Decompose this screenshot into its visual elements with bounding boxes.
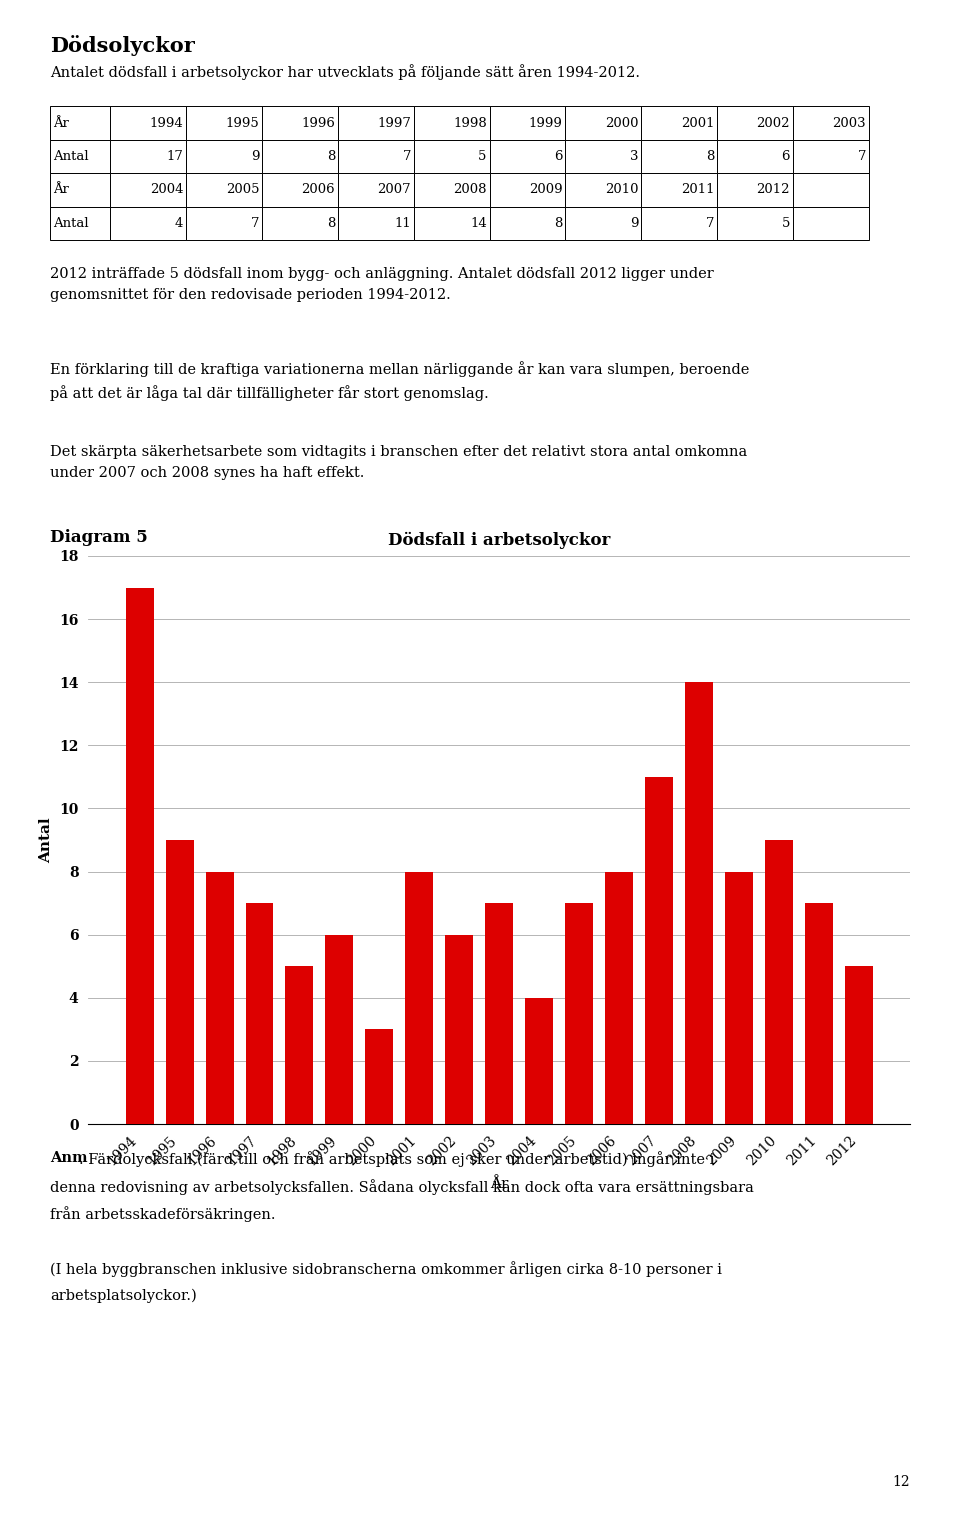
Bar xyxy=(525,998,553,1124)
Text: 2011: 2011 xyxy=(681,184,714,196)
Text: 12: 12 xyxy=(893,1475,910,1489)
Bar xyxy=(685,682,713,1124)
Text: År: År xyxy=(53,184,69,196)
Bar xyxy=(845,966,873,1124)
Text: Antal: Antal xyxy=(53,217,88,229)
Y-axis label: Antal: Antal xyxy=(39,817,54,863)
Text: denna redovisning av arbetsolycksfallen. Sådana olycksfall kan dock ofta vara er: denna redovisning av arbetsolycksfallen.… xyxy=(50,1179,754,1194)
Text: . Färdolycksfall (färd till och från arbetsplats som ej sker under arbetstid) in: . Färdolycksfall (färd till och från arb… xyxy=(79,1151,714,1167)
Text: Det skärpta säkerhetsarbete som vidtagits i branschen efter det relativt stora a: Det skärpta säkerhetsarbete som vidtagit… xyxy=(50,445,747,480)
Bar xyxy=(804,904,832,1124)
Bar xyxy=(605,872,633,1124)
Bar xyxy=(126,588,154,1124)
Text: 7: 7 xyxy=(402,150,411,163)
Text: 8: 8 xyxy=(326,217,335,229)
Text: Diagram 5: Diagram 5 xyxy=(50,529,148,545)
Bar xyxy=(325,934,353,1124)
Text: 8: 8 xyxy=(326,150,335,163)
Text: År: År xyxy=(53,117,69,129)
Text: 7: 7 xyxy=(251,217,259,229)
Bar xyxy=(405,872,433,1124)
Bar xyxy=(485,904,514,1124)
Text: 1994: 1994 xyxy=(150,117,183,129)
Bar xyxy=(765,840,793,1124)
Text: 1999: 1999 xyxy=(529,117,563,129)
Text: 2012 inträffade 5 dödsfall inom bygg- och anläggning. Antalet dödsfall 2012 ligg: 2012 inträffade 5 dödsfall inom bygg- oc… xyxy=(50,267,713,302)
Text: 2004: 2004 xyxy=(150,184,183,196)
Text: 2005: 2005 xyxy=(226,184,259,196)
Text: 2000: 2000 xyxy=(605,117,638,129)
Text: 6: 6 xyxy=(554,150,563,163)
Text: 1995: 1995 xyxy=(226,117,259,129)
Text: 2002: 2002 xyxy=(756,117,790,129)
Text: 7: 7 xyxy=(706,217,714,229)
Text: från arbetsskadeförsäkringen.: från arbetsskadeförsäkringen. xyxy=(50,1206,276,1221)
Bar xyxy=(445,934,473,1124)
Text: 3: 3 xyxy=(630,150,638,163)
Text: 2007: 2007 xyxy=(377,184,411,196)
Text: 2003: 2003 xyxy=(832,117,866,129)
Text: 8: 8 xyxy=(554,217,563,229)
Text: 5: 5 xyxy=(781,217,790,229)
Bar xyxy=(246,904,274,1124)
Text: 2001: 2001 xyxy=(681,117,714,129)
Text: 9: 9 xyxy=(251,150,259,163)
Text: 5: 5 xyxy=(478,150,487,163)
Text: 7: 7 xyxy=(857,150,866,163)
Text: 9: 9 xyxy=(630,217,638,229)
Text: Anm: Anm xyxy=(50,1151,87,1165)
Bar xyxy=(205,872,233,1124)
Text: Antalet dödsfall i arbetsolyckor har utvecklats på följande sätt åren 1994-2012.: Antalet dödsfall i arbetsolyckor har utv… xyxy=(50,64,640,79)
Text: arbetsplatsolyckor.): arbetsplatsolyckor.) xyxy=(50,1288,197,1302)
Text: Antal: Antal xyxy=(53,150,88,163)
Text: 2010: 2010 xyxy=(605,184,638,196)
Text: 14: 14 xyxy=(470,217,487,229)
Text: En förklaring till de kraftiga variationerna mellan närliggande år kan vara slum: En förklaring till de kraftiga variation… xyxy=(50,362,750,401)
Text: 2008: 2008 xyxy=(453,184,487,196)
Text: 2009: 2009 xyxy=(529,184,563,196)
Text: 17: 17 xyxy=(166,150,183,163)
Bar xyxy=(166,840,194,1124)
X-axis label: År: År xyxy=(490,1177,509,1191)
Text: (I hela byggbranschen inklusive sidobranscherna omkommer årligen cirka 8-10 pers: (I hela byggbranschen inklusive sidobran… xyxy=(50,1261,722,1276)
Text: 1997: 1997 xyxy=(377,117,411,129)
Bar xyxy=(725,872,753,1124)
Text: 1996: 1996 xyxy=(301,117,335,129)
Bar xyxy=(366,1030,394,1124)
Text: 2006: 2006 xyxy=(301,184,335,196)
Text: 1998: 1998 xyxy=(453,117,487,129)
Title: Dödsfall i arbetsolyckor: Dödsfall i arbetsolyckor xyxy=(388,532,611,548)
Text: 4: 4 xyxy=(175,217,183,229)
Text: 6: 6 xyxy=(781,150,790,163)
Bar xyxy=(645,776,673,1124)
Text: Dödsolyckor: Dödsolyckor xyxy=(50,35,195,56)
Bar xyxy=(565,904,593,1124)
Text: 11: 11 xyxy=(395,217,411,229)
Text: 8: 8 xyxy=(706,150,714,163)
Bar xyxy=(285,966,313,1124)
Text: 2012: 2012 xyxy=(756,184,790,196)
